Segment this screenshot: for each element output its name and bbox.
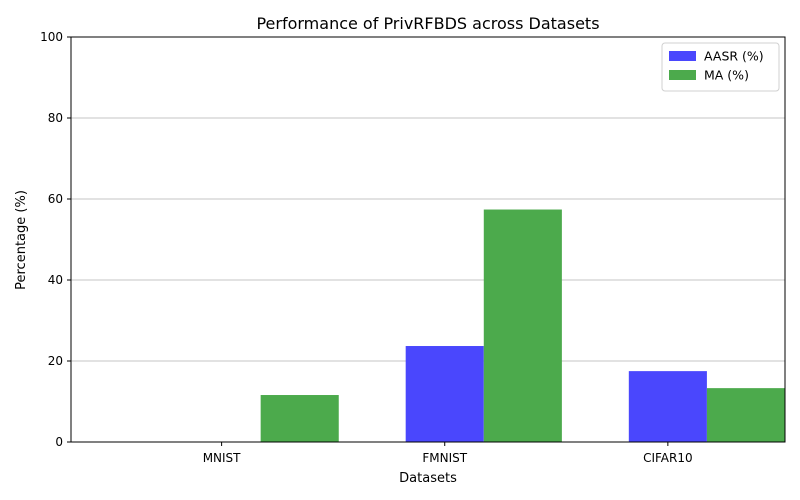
plot-frame: [70, 36, 786, 443]
x-tick-label: MNIST: [203, 451, 241, 465]
legend-label: AASR (%): [704, 49, 764, 64]
x-axis-ticks: MNIST FMNIST CIFAR10: [203, 442, 693, 465]
y-tick-label: 0: [55, 435, 63, 449]
y-tick-label: 80: [48, 111, 63, 125]
legend-swatch: [669, 70, 696, 80]
bar-fmnist-ma: [483, 209, 562, 442]
x-axis-label: Datasets: [399, 471, 457, 486]
legend: AASR (%) MA (%): [661, 42, 780, 92]
x-tick-label: CIFAR10: [643, 451, 693, 465]
y-tick-label: 40: [48, 273, 63, 287]
y-axis-label: Percentage (%): [14, 190, 29, 290]
bar-cifar10-ma: [706, 388, 785, 442]
y-axis-ticks: 0 20 40 60 80 100: [40, 30, 71, 449]
bars: [260, 209, 785, 442]
bar-cifar10-aasr: [628, 371, 707, 442]
legend-swatch: [669, 51, 696, 61]
y-tick-label: 20: [48, 354, 63, 368]
bar-mnist-ma: [260, 395, 339, 442]
y-tick-label: 100: [40, 30, 63, 44]
bar-fmnist-aasr: [405, 346, 484, 442]
legend-label: MA (%): [704, 68, 749, 83]
chart-title: Performance of PrivRFBDS across Datasets: [256, 14, 599, 33]
x-tick-label: FMNIST: [422, 451, 467, 465]
grid-lines: [71, 117, 785, 362]
y-tick-label: 60: [48, 192, 63, 206]
